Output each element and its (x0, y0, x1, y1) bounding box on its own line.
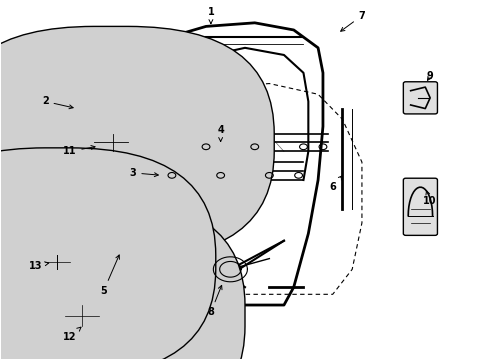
FancyBboxPatch shape (403, 82, 438, 114)
FancyBboxPatch shape (0, 26, 274, 258)
Text: 1: 1 (208, 7, 214, 23)
Polygon shape (55, 102, 109, 123)
FancyBboxPatch shape (0, 198, 245, 360)
FancyBboxPatch shape (0, 148, 216, 360)
Text: 7: 7 (341, 11, 366, 31)
Text: 12: 12 (63, 327, 81, 342)
Text: 2: 2 (42, 96, 73, 109)
Text: 8: 8 (207, 285, 222, 317)
Text: 3: 3 (129, 168, 158, 178)
Text: 10: 10 (423, 191, 437, 206)
Text: 13: 13 (29, 261, 49, 271)
Text: 5: 5 (100, 255, 120, 296)
Text: 6: 6 (329, 176, 343, 192)
Text: 11: 11 (63, 145, 95, 157)
Text: 4: 4 (217, 125, 224, 141)
FancyBboxPatch shape (403, 178, 438, 235)
Text: 9: 9 (427, 71, 434, 81)
